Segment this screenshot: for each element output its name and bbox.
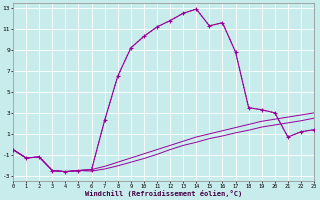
X-axis label: Windchill (Refroidissement éolien,°C): Windchill (Refroidissement éolien,°C) [85,190,242,197]
